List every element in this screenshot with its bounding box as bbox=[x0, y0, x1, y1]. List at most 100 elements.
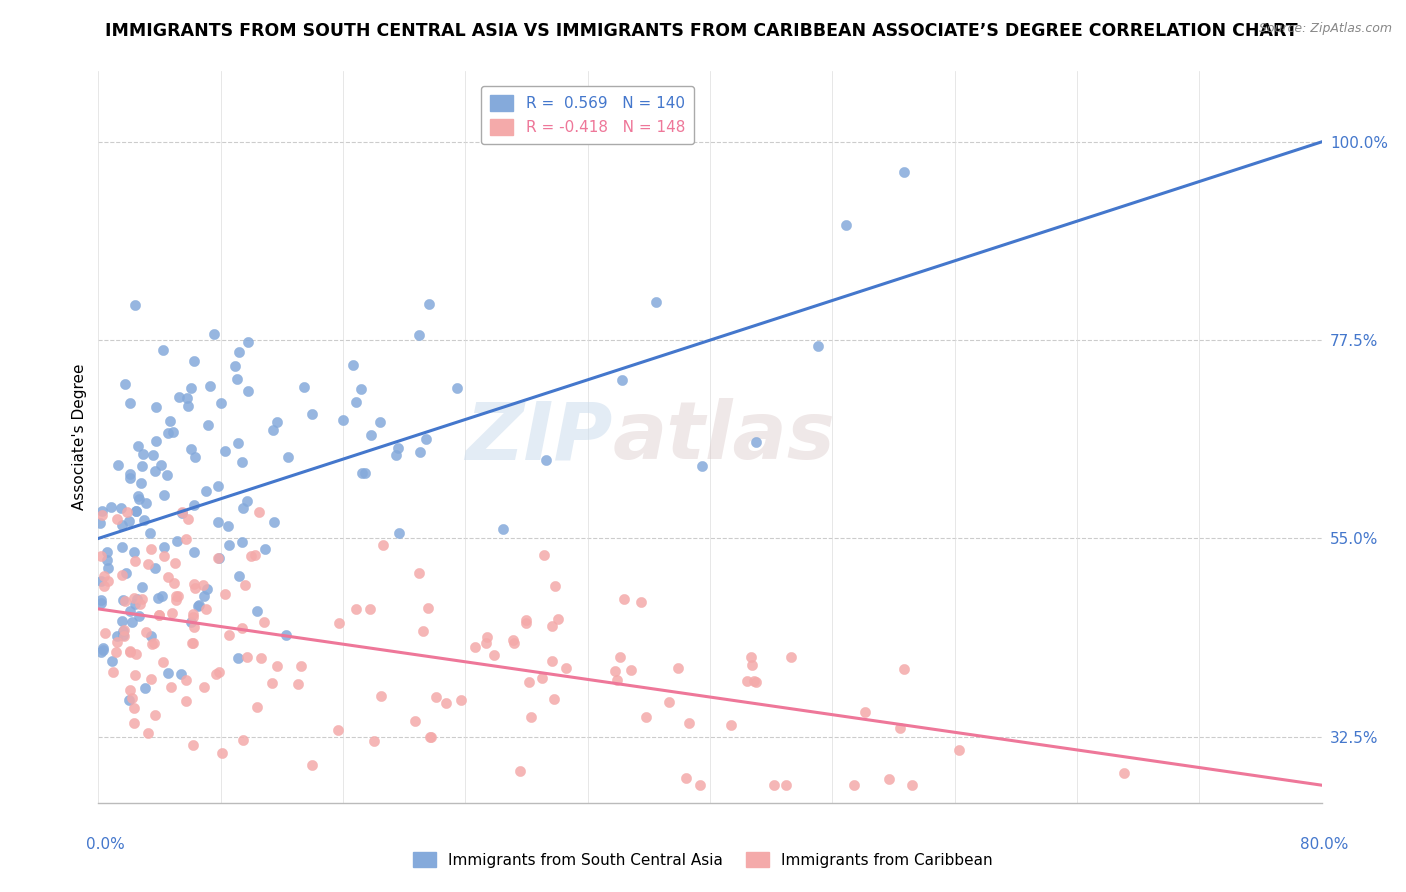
Point bbox=[152, 488, 174, 502]
Point bbox=[111, 592, 134, 607]
Point bbox=[105, 635, 128, 649]
Point bbox=[183, 545, 205, 559]
Point bbox=[187, 598, 209, 612]
Point bbox=[425, 690, 447, 705]
Point bbox=[91, 503, 114, 517]
Point bbox=[191, 578, 214, 592]
Point bbox=[111, 614, 134, 628]
Point bbox=[134, 681, 156, 695]
Point bbox=[163, 556, 186, 570]
Point bbox=[266, 416, 288, 430]
Point bbox=[125, 648, 148, 662]
Point bbox=[90, 596, 112, 610]
Point bbox=[744, 674, 766, 689]
Point bbox=[180, 442, 202, 457]
Point bbox=[634, 710, 657, 724]
Point bbox=[214, 443, 236, 458]
Point bbox=[105, 645, 128, 659]
Point bbox=[90, 593, 112, 607]
Point bbox=[359, 602, 381, 616]
Point bbox=[502, 633, 524, 648]
Point bbox=[236, 650, 259, 665]
Point bbox=[515, 613, 537, 627]
Legend: R =  0.569   N = 140, R = -0.418   N = 148: R = 0.569 N = 140, R = -0.418 N = 148 bbox=[481, 87, 695, 145]
Point bbox=[93, 642, 115, 657]
Text: Source: ZipAtlas.com: Source: ZipAtlas.com bbox=[1258, 22, 1392, 36]
Point bbox=[118, 471, 141, 485]
Point bbox=[195, 582, 218, 596]
Point bbox=[853, 705, 876, 719]
Point bbox=[371, 537, 394, 551]
Point bbox=[350, 382, 373, 396]
Point bbox=[360, 428, 382, 442]
Point bbox=[157, 570, 180, 584]
Point bbox=[131, 592, 153, 607]
Point bbox=[122, 591, 145, 605]
Point bbox=[183, 354, 205, 368]
Point bbox=[93, 626, 115, 640]
Point bbox=[231, 535, 253, 549]
Point bbox=[232, 500, 254, 515]
Point bbox=[198, 378, 221, 392]
Point bbox=[156, 425, 179, 440]
Point bbox=[412, 624, 434, 639]
Point bbox=[110, 501, 132, 516]
Point bbox=[419, 730, 441, 744]
Point bbox=[145, 434, 167, 448]
Point bbox=[744, 435, 766, 450]
Text: ZIP: ZIP bbox=[465, 398, 612, 476]
Point bbox=[107, 629, 129, 643]
Point bbox=[105, 512, 128, 526]
Point bbox=[166, 590, 188, 604]
Point bbox=[93, 579, 115, 593]
Point bbox=[139, 629, 162, 643]
Point bbox=[167, 589, 190, 603]
Point bbox=[112, 624, 135, 638]
Point bbox=[122, 715, 145, 730]
Point bbox=[132, 513, 155, 527]
Point bbox=[181, 610, 204, 624]
Point bbox=[609, 650, 631, 665]
Point bbox=[780, 650, 803, 665]
Point bbox=[503, 636, 526, 650]
Point bbox=[166, 534, 188, 549]
Point bbox=[184, 450, 207, 464]
Point bbox=[544, 578, 567, 592]
Point bbox=[172, 506, 194, 520]
Point bbox=[533, 549, 555, 563]
Point bbox=[121, 691, 143, 706]
Point bbox=[205, 666, 228, 681]
Point bbox=[160, 681, 183, 695]
Point bbox=[125, 504, 148, 518]
Point bbox=[408, 566, 430, 580]
Point bbox=[156, 468, 179, 483]
Point bbox=[741, 657, 763, 672]
Point bbox=[450, 692, 472, 706]
Point bbox=[262, 424, 284, 438]
Point bbox=[114, 377, 136, 392]
Legend: Immigrants from South Central Asia, Immigrants from Caribbean: Immigrants from South Central Asia, Immi… bbox=[408, 846, 998, 873]
Point bbox=[125, 592, 148, 607]
Point bbox=[226, 436, 249, 450]
Point bbox=[177, 399, 200, 413]
Point bbox=[124, 298, 146, 312]
Point bbox=[150, 589, 173, 603]
Point bbox=[606, 673, 628, 688]
Point bbox=[162, 425, 184, 439]
Point bbox=[153, 540, 176, 554]
Point bbox=[125, 504, 148, 518]
Point bbox=[176, 694, 198, 708]
Point bbox=[183, 582, 205, 596]
Point bbox=[630, 595, 652, 609]
Point bbox=[91, 641, 114, 656]
Point bbox=[163, 575, 186, 590]
Point bbox=[807, 339, 830, 353]
Point bbox=[176, 392, 198, 406]
Point bbox=[181, 635, 204, 649]
Point bbox=[217, 519, 239, 533]
Point bbox=[193, 681, 215, 695]
Point bbox=[124, 597, 146, 611]
Point bbox=[127, 439, 149, 453]
Point bbox=[492, 522, 515, 536]
Point bbox=[475, 630, 498, 644]
